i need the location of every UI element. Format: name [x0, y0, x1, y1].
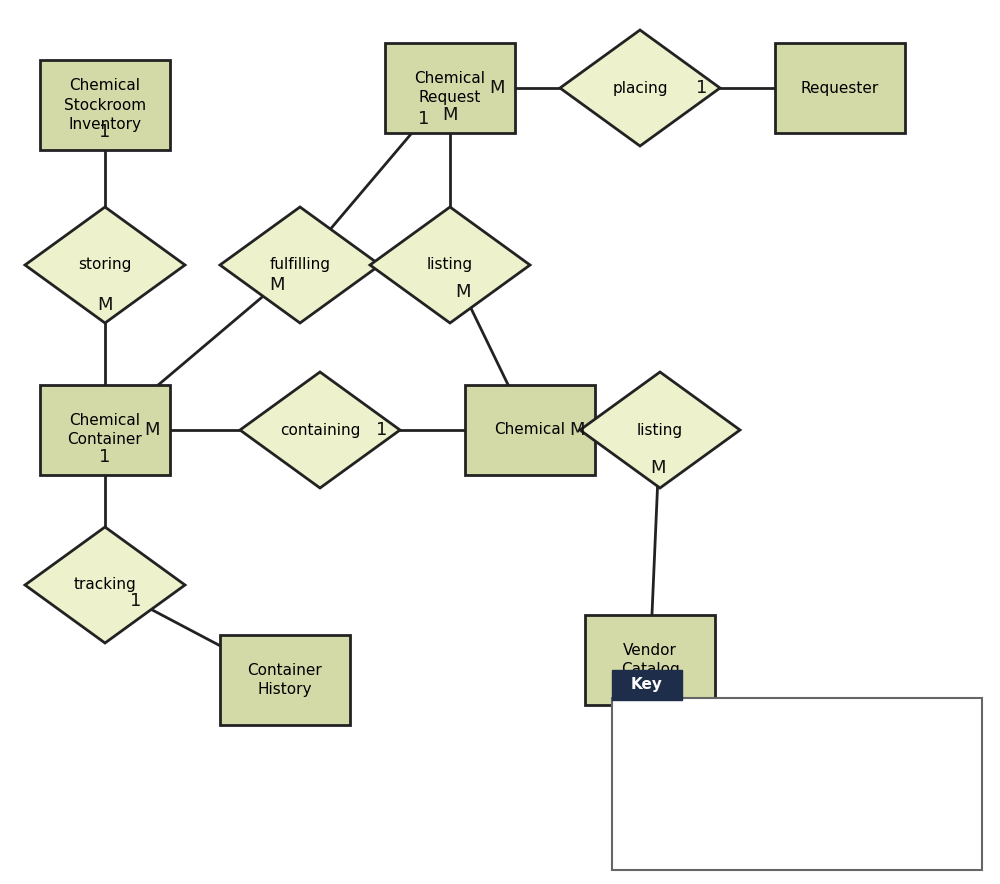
Polygon shape: [240, 372, 400, 488]
Text: M: M: [455, 283, 471, 301]
Polygon shape: [25, 527, 185, 643]
Text: 1: 1: [696, 79, 708, 97]
Text: 1: 1: [99, 448, 111, 466]
Text: M: M: [442, 106, 458, 124]
Text: fulfilling: fulfilling: [270, 257, 330, 272]
Text: Entity: Entity: [850, 776, 894, 791]
Text: 1: 1: [376, 421, 388, 439]
Text: 1: 1: [130, 592, 141, 610]
FancyBboxPatch shape: [40, 385, 170, 475]
Text: Vendor
Catalog: Vendor Catalog: [621, 643, 679, 677]
Text: Chemical
Request: Chemical Request: [415, 71, 486, 105]
FancyBboxPatch shape: [612, 698, 982, 870]
Text: Chemical: Chemical: [494, 423, 566, 438]
Text: tracking: tracking: [74, 577, 136, 592]
Text: placing: placing: [612, 80, 668, 95]
Polygon shape: [580, 372, 740, 488]
Polygon shape: [560, 30, 720, 146]
FancyBboxPatch shape: [465, 385, 595, 475]
Polygon shape: [615, 726, 775, 842]
FancyBboxPatch shape: [40, 60, 170, 150]
Polygon shape: [370, 207, 530, 323]
Text: listing: listing: [427, 257, 473, 272]
Text: M: M: [269, 276, 285, 293]
Text: M: M: [144, 421, 160, 439]
Text: M: M: [489, 79, 505, 97]
Text: M: M: [569, 421, 585, 439]
Text: Requester: Requester: [801, 80, 879, 95]
Text: relationship: relationship: [654, 777, 736, 791]
Text: 1: 1: [99, 123, 111, 141]
FancyBboxPatch shape: [775, 43, 905, 133]
FancyBboxPatch shape: [385, 43, 515, 133]
FancyBboxPatch shape: [807, 739, 937, 829]
FancyBboxPatch shape: [612, 670, 682, 700]
Text: Key: Key: [631, 677, 663, 692]
Polygon shape: [220, 207, 380, 323]
Text: Chemical
Container: Chemical Container: [68, 413, 142, 447]
Text: Chemical
Stockroom
Inventory: Chemical Stockroom Inventory: [64, 78, 146, 133]
FancyBboxPatch shape: [585, 615, 715, 705]
Text: storing: storing: [78, 257, 132, 272]
Text: Container
History: Container History: [248, 663, 322, 697]
Text: 1: 1: [418, 110, 429, 128]
Polygon shape: [25, 207, 185, 323]
Text: M: M: [651, 460, 666, 477]
Text: M: M: [97, 296, 113, 314]
FancyBboxPatch shape: [220, 635, 350, 725]
Text: listing: listing: [637, 423, 683, 438]
Text: containing: containing: [280, 423, 360, 438]
